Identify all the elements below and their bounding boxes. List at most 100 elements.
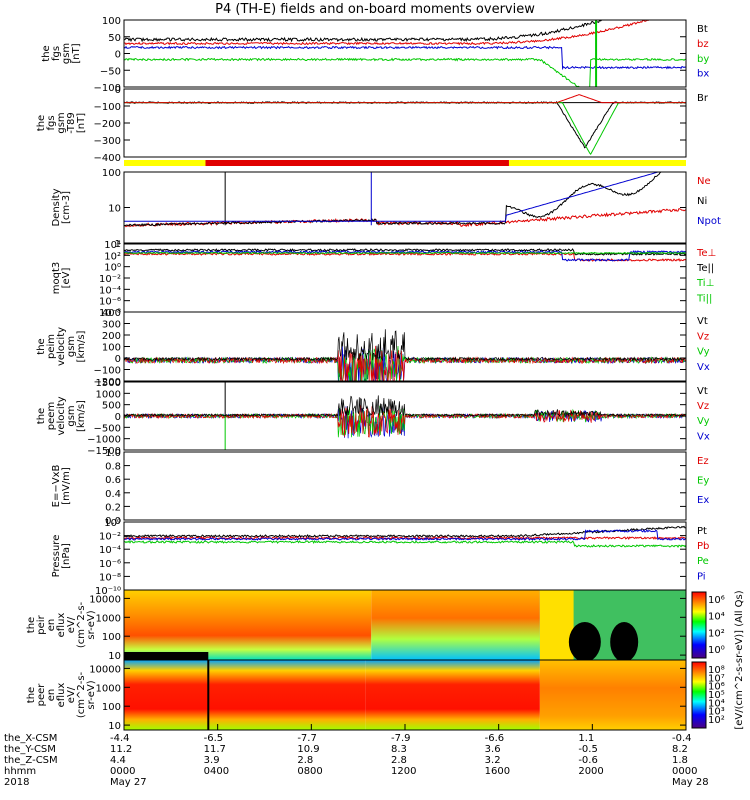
legend-item: Vy <box>697 416 710 427</box>
ytick-label: 1000 <box>96 613 121 624</box>
ylabel-line: velocity <box>56 396 67 435</box>
ylabel: the fgs gsm [nT] <box>41 43 82 64</box>
ylabel-line: Pressure <box>51 535 62 578</box>
ytick-label: 0 <box>115 412 121 423</box>
ytick-label: 10⁰ <box>104 263 121 274</box>
legend-item: bx <box>697 69 709 80</box>
ytick-label: 300 <box>102 320 121 331</box>
ytick-label: 1000 <box>96 683 121 694</box>
ylabel: the fgs gsm -T89 [nT] <box>36 112 87 134</box>
mode-bar-segment <box>124 160 206 166</box>
ylabel-line: peir <box>36 614 47 634</box>
ytick-label: 0.4 <box>105 489 121 500</box>
ephem-value: 0800 <box>297 766 323 777</box>
ephem-value: -7.9 <box>391 733 411 744</box>
ylabel-line: sr-eV) <box>86 680 97 709</box>
ylabel-line: [nT] <box>71 43 82 63</box>
ytick-label: −300 <box>94 136 121 147</box>
ylabel-line: eflux <box>56 683 67 708</box>
ephem-value: 3.6 <box>484 744 501 755</box>
ytick-label: 10⁻⁴ <box>99 545 121 556</box>
ylabel-line: en <box>46 689 57 702</box>
legend-item: Pb <box>697 541 709 552</box>
ephem-row-label: the_Y-CSM <box>4 744 56 755</box>
series-bx <box>124 45 686 71</box>
ephem-value: 11.7 <box>203 744 226 755</box>
ephem-value: 10.9 <box>297 744 320 755</box>
spectrogram-region <box>124 660 366 730</box>
mode-bar-segment <box>508 160 686 166</box>
legend-item: Pe <box>697 556 709 567</box>
spectrogram-region <box>365 660 540 730</box>
series-velocity-black <box>124 395 686 418</box>
ephem-value: 1600 <box>484 766 511 777</box>
ylabel-line: -T89 <box>66 112 77 134</box>
ephem-value: 0000 <box>110 766 136 777</box>
series-pi <box>124 528 686 541</box>
spectrogram-region <box>124 590 372 660</box>
ytick-label: 1.0 <box>105 448 121 459</box>
ylabel-line: (cm^2-s- <box>76 601 87 648</box>
ylabel: the peir en eflux eV/(cm^2-s-sr-eV) <box>26 601 97 648</box>
ylabel: Pressure [nPa] <box>51 535 72 578</box>
ylabel-line: peim <box>46 334 57 359</box>
panel-frame <box>123 451 687 521</box>
ylabel-line: [nPa] <box>61 543 72 569</box>
legend-item: Vt <box>697 316 708 327</box>
colorbar-label: 10⁶ <box>708 595 725 606</box>
colorbar <box>691 661 707 729</box>
legend-item: Te|| <box>696 263 714 274</box>
ylabel-line: the <box>26 687 37 703</box>
spectrogram-region <box>568 622 601 660</box>
panel-traces <box>124 590 686 660</box>
legend-item: Vy <box>697 347 710 358</box>
legend-item: Te⊥ <box>696 248 716 259</box>
ytick-label: −50 <box>100 66 121 77</box>
ylabel: moqt3 [eV] <box>51 262 72 295</box>
ytick-label: −100 <box>94 83 121 94</box>
ytick-label: 10⁻² <box>99 274 121 285</box>
series-bt <box>124 20 686 43</box>
panel-frame <box>123 19 687 88</box>
spectrogram-region <box>539 660 686 730</box>
colorbar-label: 10² <box>708 628 725 639</box>
ephem-value: May 27 <box>110 777 147 788</box>
series-npot <box>124 172 686 222</box>
ylabel-line: eV/ <box>66 686 77 703</box>
ylabel-line: gsm <box>66 336 77 357</box>
ytick-label: −100 <box>94 102 121 113</box>
ytick-label: 10 <box>108 651 121 662</box>
panel-9: 10000 1000 100 10 the peir en eflux eV/(cm^2-s-s… <box>26 589 725 662</box>
ytick-label: 10⁻⁴ <box>99 285 121 296</box>
ytick-label: −200 <box>94 119 121 130</box>
ytick-label: 0 <box>115 85 121 96</box>
panel-frame <box>123 521 687 591</box>
ylabel-line: [cm-3] <box>61 191 72 224</box>
ephem-value: 2.8 <box>391 755 407 766</box>
ytick-label: −500 <box>94 423 121 434</box>
colorbar-title: [eV/(cm^2-s-sr-eV)] (All Qs) <box>734 590 745 729</box>
legend-item: Vz <box>697 331 709 342</box>
ytick-label: 10000 <box>89 594 121 605</box>
ytick-label: −100 <box>94 366 121 377</box>
series-pe <box>124 540 686 548</box>
series-br <box>124 100 686 149</box>
ylabel-line: E=−VxB <box>51 465 62 508</box>
ylabel-line: [mV/m] <box>61 467 72 505</box>
ephem-value: May 28 <box>672 777 709 788</box>
ephem-value: 2000 <box>578 766 604 777</box>
ytick-label: 0.0 <box>105 516 121 527</box>
ephem-value: 8.3 <box>391 744 407 755</box>
ytick-label: 1 <box>115 239 121 250</box>
ytick-label: 10⁻⁸ <box>99 308 121 319</box>
ephem-row-label: hhmm <box>4 766 37 777</box>
ytick-label: 500 <box>102 401 121 412</box>
ytick-label: −200 <box>94 377 121 388</box>
ytick-label: 0.6 <box>105 475 121 486</box>
ephem-value: 11.2 <box>110 744 133 755</box>
ylabel-line: eflux <box>56 613 67 638</box>
ytick-label: 100 <box>102 632 121 643</box>
ylabel-line: eV/ <box>66 616 77 633</box>
ytick-label: 10⁻⁶ <box>99 559 121 570</box>
